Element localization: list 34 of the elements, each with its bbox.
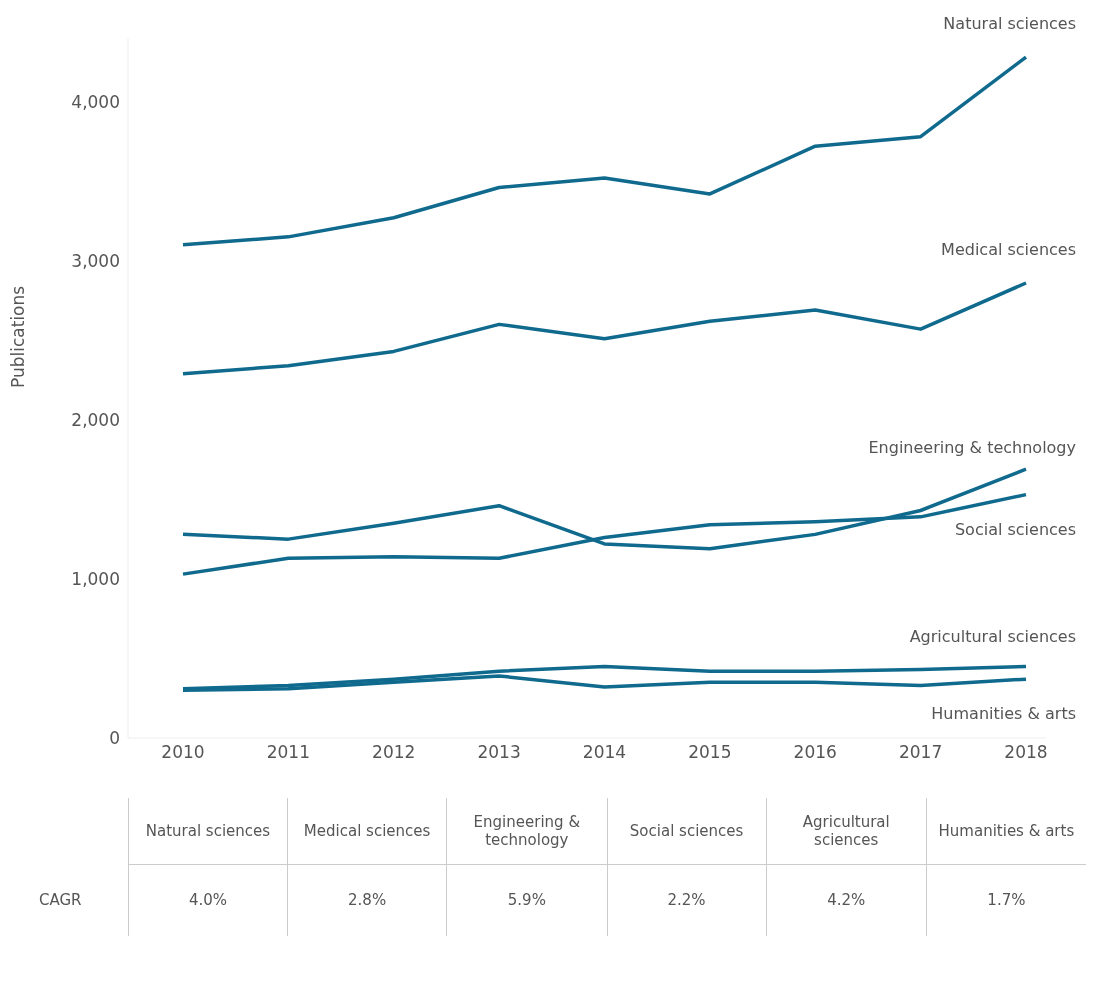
- text: Medical sciences: [941, 240, 1076, 259]
- y-tick-label: 3,000: [71, 250, 120, 271]
- series-label: Humanities & arts: [931, 704, 1076, 724]
- y-tick-label: 1,000: [71, 568, 120, 589]
- x-tick-label: 2017: [898, 742, 943, 763]
- text: Humanities & arts: [938, 821, 1075, 840]
- y-tick-label: 2,000: [71, 409, 120, 430]
- text: Social sciences: [629, 821, 744, 840]
- text: 1.7%: [926, 864, 1086, 936]
- x-tick-label: 2018: [1004, 742, 1048, 763]
- text: Medical sciences: [303, 821, 431, 840]
- text: Engineering & technology: [473, 812, 581, 849]
- text: 2.2%: [607, 864, 767, 936]
- x-tick-label: 2014: [582, 742, 627, 763]
- text: Agricultural sciences: [802, 812, 890, 849]
- text: 2.8%: [287, 864, 447, 936]
- text: Natural sciences: [145, 821, 271, 840]
- y-tick-label: 4,000: [71, 91, 120, 112]
- series-label: Agricultural sciences: [909, 627, 1076, 647]
- x-tick-label: 2010: [161, 742, 205, 763]
- text: 4.2%: [766, 864, 927, 936]
- x-tick-label: 2015: [688, 742, 732, 763]
- x-tick-label: 2011: [266, 742, 311, 763]
- y-axis-title: Publications: [8, 285, 29, 388]
- x-tick-label: 2016: [793, 742, 837, 763]
- text: 4.0%: [128, 864, 288, 936]
- text: 5.9%: [446, 864, 607, 936]
- text: Engineering & technology: [868, 438, 1076, 458]
- text: Natural sciences: [943, 14, 1076, 34]
- x-tick-label: 2012: [372, 742, 416, 763]
- x-tick-label: 2013: [477, 742, 521, 763]
- series-label: Social sciences: [954, 519, 1076, 539]
- text: CAGR: [38, 890, 83, 911]
- y-tick-label: 0: [109, 728, 120, 749]
